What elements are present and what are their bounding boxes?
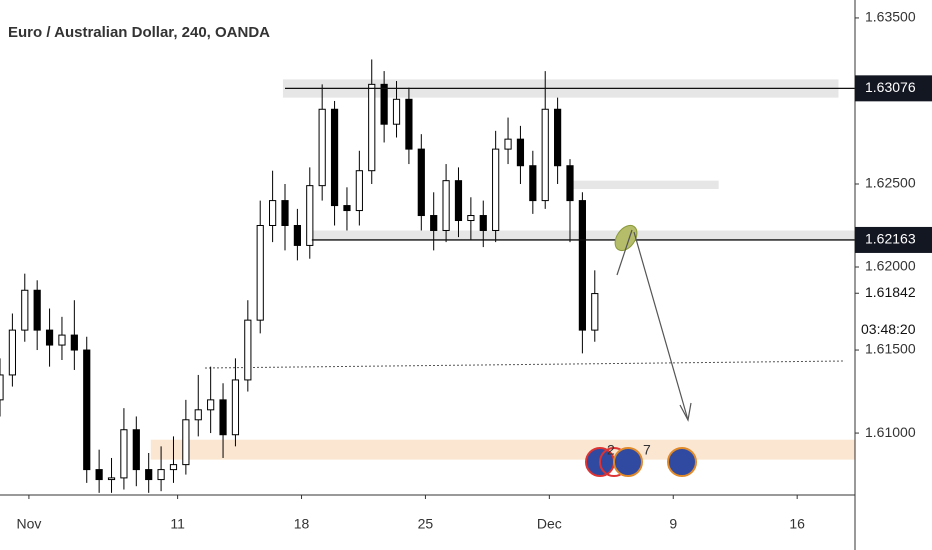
event-icon xyxy=(667,447,697,477)
candles xyxy=(0,59,599,493)
candle-body xyxy=(219,399,227,436)
y-tick-label: 1.63500 xyxy=(865,9,916,25)
levels xyxy=(285,87,855,241)
candle-body xyxy=(479,215,487,231)
zone xyxy=(150,439,855,460)
level-price-box xyxy=(855,75,932,102)
candle-body xyxy=(207,399,215,411)
x-tick-label: 9 xyxy=(669,516,677,532)
event-icon xyxy=(613,447,643,477)
candle-body xyxy=(467,215,475,222)
candle-body xyxy=(405,98,413,150)
level-price-label: 1.62163 xyxy=(865,231,916,247)
event-count: 7 xyxy=(643,442,651,458)
level-price-label: 1.63076 xyxy=(865,79,916,95)
x-tick-label: Nov xyxy=(16,516,41,532)
candle-body xyxy=(281,200,289,226)
time-axis-bg xyxy=(0,495,932,550)
candle-body xyxy=(182,419,190,466)
candle-body xyxy=(293,224,301,246)
level-price-box xyxy=(855,226,932,253)
candle-body xyxy=(504,138,512,150)
candle-body xyxy=(380,83,388,125)
candle-body xyxy=(145,469,153,481)
candle-body xyxy=(58,334,66,346)
candle-body xyxy=(330,108,339,207)
chart-title: Euro / Australian Dollar, 240, OANDA xyxy=(8,24,270,41)
candle-body xyxy=(516,138,525,167)
y-tick-label: 1.61500 xyxy=(865,341,916,357)
candle-body xyxy=(368,83,376,172)
candle-body xyxy=(417,148,425,217)
candle-body xyxy=(244,319,252,381)
candle-body xyxy=(70,334,78,351)
arrow-head xyxy=(679,402,692,422)
candle-body xyxy=(269,200,277,226)
candle-body xyxy=(578,200,586,331)
candle-body xyxy=(492,148,500,231)
event-count: 2 xyxy=(607,442,615,458)
candle-body xyxy=(256,224,264,321)
zone xyxy=(570,180,719,189)
axes: 1.63500 1.62500 1.62000 1.61500 1.61000 1.630… xyxy=(16,9,932,532)
candle-body xyxy=(430,215,438,231)
candle-body xyxy=(343,205,351,212)
x-tick-label: 16 xyxy=(789,516,805,532)
candle-body xyxy=(157,469,165,481)
candle-body xyxy=(306,185,314,246)
arrow-down xyxy=(633,231,689,421)
y-tick-label: 1.62000 xyxy=(865,258,916,274)
candle-body xyxy=(541,108,549,202)
candle-body xyxy=(120,429,128,479)
y-tick-label: 1.61000 xyxy=(865,424,916,440)
candle-body xyxy=(591,293,599,331)
x-tick-label: 18 xyxy=(294,516,310,532)
candle-body xyxy=(107,477,116,481)
candle-body xyxy=(454,180,463,222)
x-tick-label: Dec xyxy=(537,516,562,532)
candle-body xyxy=(169,464,178,471)
candle-body xyxy=(33,289,41,331)
event-icons: 2 7 xyxy=(585,442,697,477)
x-tick-label: 11 xyxy=(170,516,185,532)
candle-body xyxy=(8,329,16,376)
x-tick-label: 25 xyxy=(418,516,434,532)
candle-body xyxy=(0,374,4,401)
candle-body xyxy=(554,108,562,167)
candle-body xyxy=(45,329,54,346)
dotted-level xyxy=(204,360,846,369)
countdown: 03:48:20 xyxy=(861,321,916,337)
candle-body xyxy=(566,165,574,202)
candle-body xyxy=(132,429,140,471)
candle-body xyxy=(318,108,326,187)
candle-body xyxy=(21,289,29,331)
arrow-up xyxy=(616,229,633,276)
candle-body xyxy=(529,165,537,202)
candle-body xyxy=(95,469,103,481)
candle-body xyxy=(442,180,450,231)
y-tick-label: 1.62500 xyxy=(865,175,916,191)
candle-body xyxy=(194,409,202,421)
candle-body xyxy=(83,349,91,471)
candle-body xyxy=(231,379,240,436)
candle-body xyxy=(392,98,401,125)
candle-body xyxy=(355,170,363,212)
last-price-label: 1.61842 xyxy=(865,284,916,300)
